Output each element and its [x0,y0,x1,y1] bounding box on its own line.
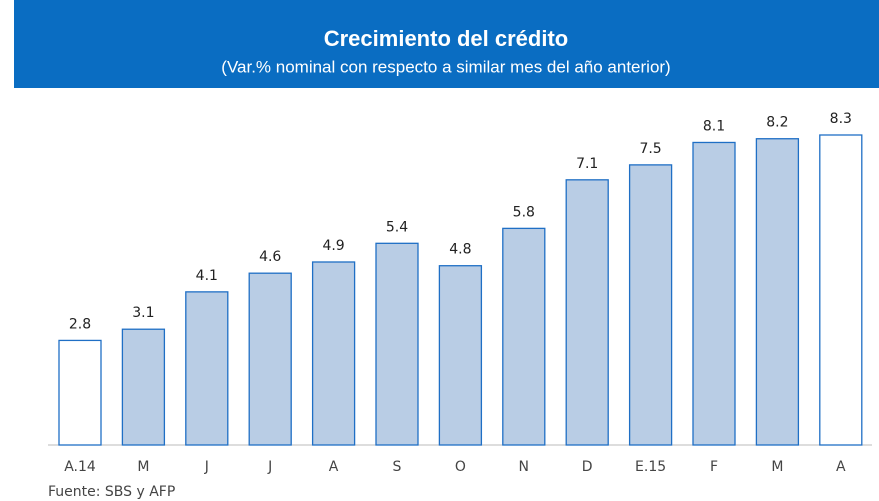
bar [819,134,863,446]
x-tick-label: D [582,459,593,475]
header-banner [14,0,879,88]
x-tick-label: A [329,459,339,475]
value-label: 8.1 [703,118,725,134]
source-note: Fuente: SBS y AFP [48,484,175,500]
bar [311,261,356,446]
x-tick-label: N [519,459,529,475]
value-label: 2.8 [69,316,91,332]
value-label: 3.1 [132,305,154,321]
bar [502,227,546,446]
bar [58,339,102,446]
x-tick-label: O [455,459,466,475]
value-label: 8.3 [830,111,852,127]
bar [438,265,483,446]
bar [628,164,673,446]
value-label: 8.2 [766,115,788,131]
x-tick-label: M [771,459,783,475]
chart-subtitle: (Var.% nominal con respecto a similar me… [221,57,670,76]
value-label: 7.5 [639,141,661,157]
value-label: 5.4 [386,219,408,235]
x-tick-label: J [267,459,272,475]
x-tick-label: M [137,459,149,475]
x-tick-label: A [836,459,846,475]
value-label: 4.9 [322,238,344,254]
bar [375,242,419,446]
bar [692,141,736,446]
value-label: 5.8 [513,204,535,220]
x-tick-label: A.14 [64,459,96,475]
value-label: 4.8 [449,242,471,258]
chart-title: Crecimiento del crédito [324,26,569,51]
value-label: 7.1 [576,156,598,172]
x-tick-label: J [204,459,209,475]
bar [121,328,166,446]
bar [185,291,229,446]
bar [248,272,292,446]
x-tick-label: F [710,459,718,475]
x-tick-label: S [393,459,402,475]
value-label: 4.6 [259,249,281,265]
bar [755,138,800,446]
x-tick-label: E.15 [635,459,666,475]
value-label: 4.1 [196,268,218,284]
bar [565,179,609,446]
